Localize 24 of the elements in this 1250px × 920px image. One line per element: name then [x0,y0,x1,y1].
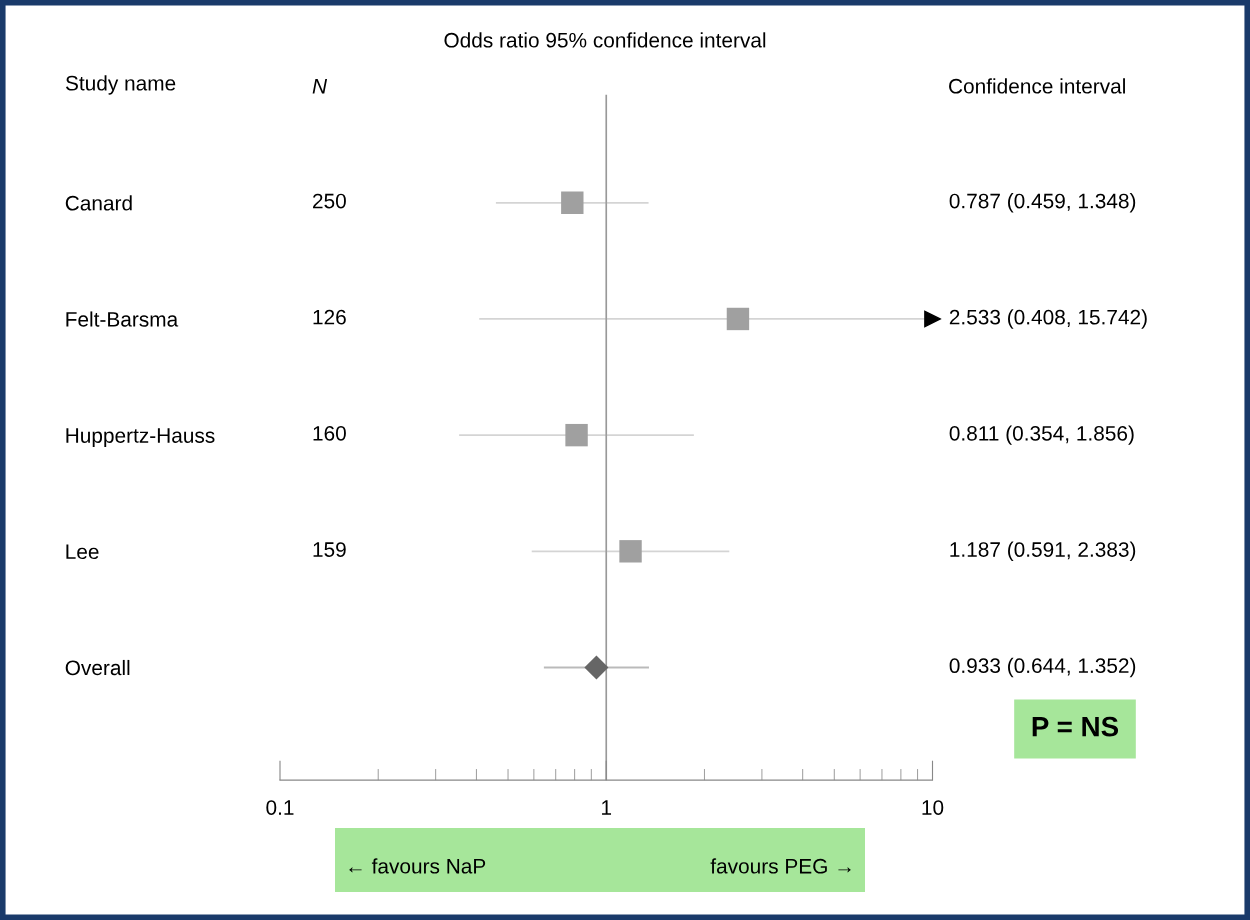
x-tick-label: 0.1 [266,800,294,815]
text: 1.187 (0.591, 2.383) [950,541,1136,562]
text: 2.533 (0.408, 15.742) [949,309,1147,329]
text: ← favours NaP [349,858,486,874]
text: favours PEG → [710,858,851,874]
text: N [312,79,328,94]
annotation: 160 [313,425,346,441]
y-tick-label: Overall [65,659,130,676]
x-tick-label: 1 [602,800,612,815]
y-tick-label: Felt-Barsma [66,311,179,327]
y-tick-label: Lee [66,544,99,560]
text: 0.787 (0.459, 1.348) [949,193,1136,213]
y-tick-label: Huppertz-Hauss [66,428,215,448]
y-tick-label: Canard [65,195,132,211]
text: 0.933 (0.644, 1.352) [949,657,1136,678]
text: Study name [65,75,176,95]
text: P = NS [1032,716,1119,737]
text: 0.811 (0.354, 1.856) [949,425,1134,445]
annotation: 250 [313,193,346,209]
text: Confidence interval [949,78,1125,94]
annotation: 126 [313,309,346,325]
x-tick-label: 10 [922,800,944,815]
annotation: 159 [313,542,346,557]
chart-title: Odds ratio 95% confidence interval [444,32,766,48]
